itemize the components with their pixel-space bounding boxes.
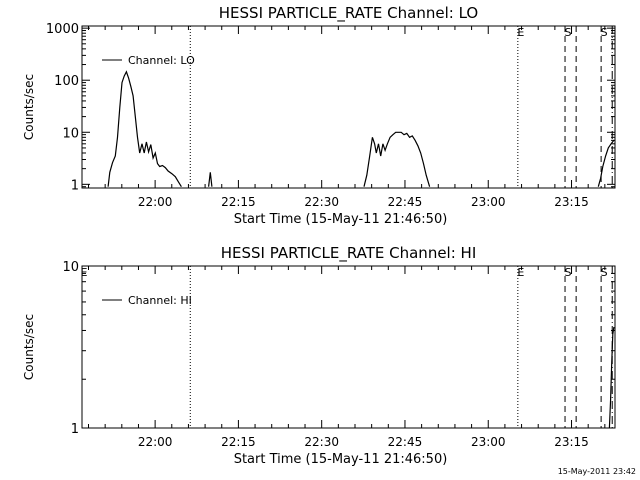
series-line	[363, 131, 431, 187]
y-tick-label: 1	[71, 422, 79, 437]
chart-title: HESSI PARTICLE_RATE Channel: LO	[219, 4, 478, 23]
x-tick-label: 23:15	[554, 435, 589, 449]
x-axis-label: Start Time (15-May-11 21:46:50)	[234, 212, 448, 227]
event-marker-label: E	[517, 266, 524, 279]
chart-title: HESSI PARTICLE_RATE Channel: HI	[221, 244, 477, 263]
legend-label: Channel: HI	[128, 294, 192, 307]
series-line	[608, 326, 615, 428]
x-tick-label: 22:00	[138, 195, 173, 209]
series-group	[107, 70, 615, 188]
plot-frame	[81, 265, 616, 429]
x-tick-label: 22:30	[304, 435, 339, 449]
chart-panel: HESSI PARTICLE_RATE Channel: LO Start Tim…	[22, 4, 616, 227]
series-group	[608, 326, 615, 428]
y-tick-label: 10	[62, 126, 79, 141]
x-tick-label: 23:00	[471, 195, 506, 209]
y-tick-label: 100	[54, 74, 79, 89]
event-marker-label: S	[565, 26, 572, 39]
x-tick-label: 23:00	[471, 435, 506, 449]
legend-label: Channel: LO	[128, 54, 195, 67]
footer-date: 15-May-2011 23:42	[558, 467, 636, 476]
x-tick-label: 22:15	[221, 435, 256, 449]
chart-panel: HESSI PARTICLE_RATE Channel: HI Start Tim…	[22, 244, 616, 467]
y-tick-label: 1	[71, 178, 79, 193]
event-marker-label: E	[517, 26, 524, 39]
plot-frame	[81, 25, 616, 189]
event-marker-label: S	[601, 266, 608, 279]
event-marker-label: E	[81, 266, 88, 279]
event-marker-label: S	[565, 266, 572, 279]
x-tick-label: 22:30	[304, 195, 339, 209]
x-axis-label: Start Time (15-May-11 21:46:50)	[234, 452, 448, 467]
x-tick-label: 22:00	[138, 435, 173, 449]
y-tick-label: 1000	[46, 22, 79, 37]
y-axis-label: Counts/sec	[22, 314, 36, 380]
series-line	[597, 139, 615, 187]
y-tick-label: 10	[62, 260, 79, 275]
x-tick-label: 22:15	[221, 195, 256, 209]
x-tick-label: 22:45	[388, 435, 423, 449]
event-marker-label: S	[601, 26, 608, 39]
x-tick-label: 23:15	[554, 195, 589, 209]
series-line	[208, 172, 213, 187]
y-axis-label: Counts/sec	[22, 74, 36, 140]
x-tick-label: 22:45	[388, 195, 423, 209]
series-line	[107, 70, 182, 188]
